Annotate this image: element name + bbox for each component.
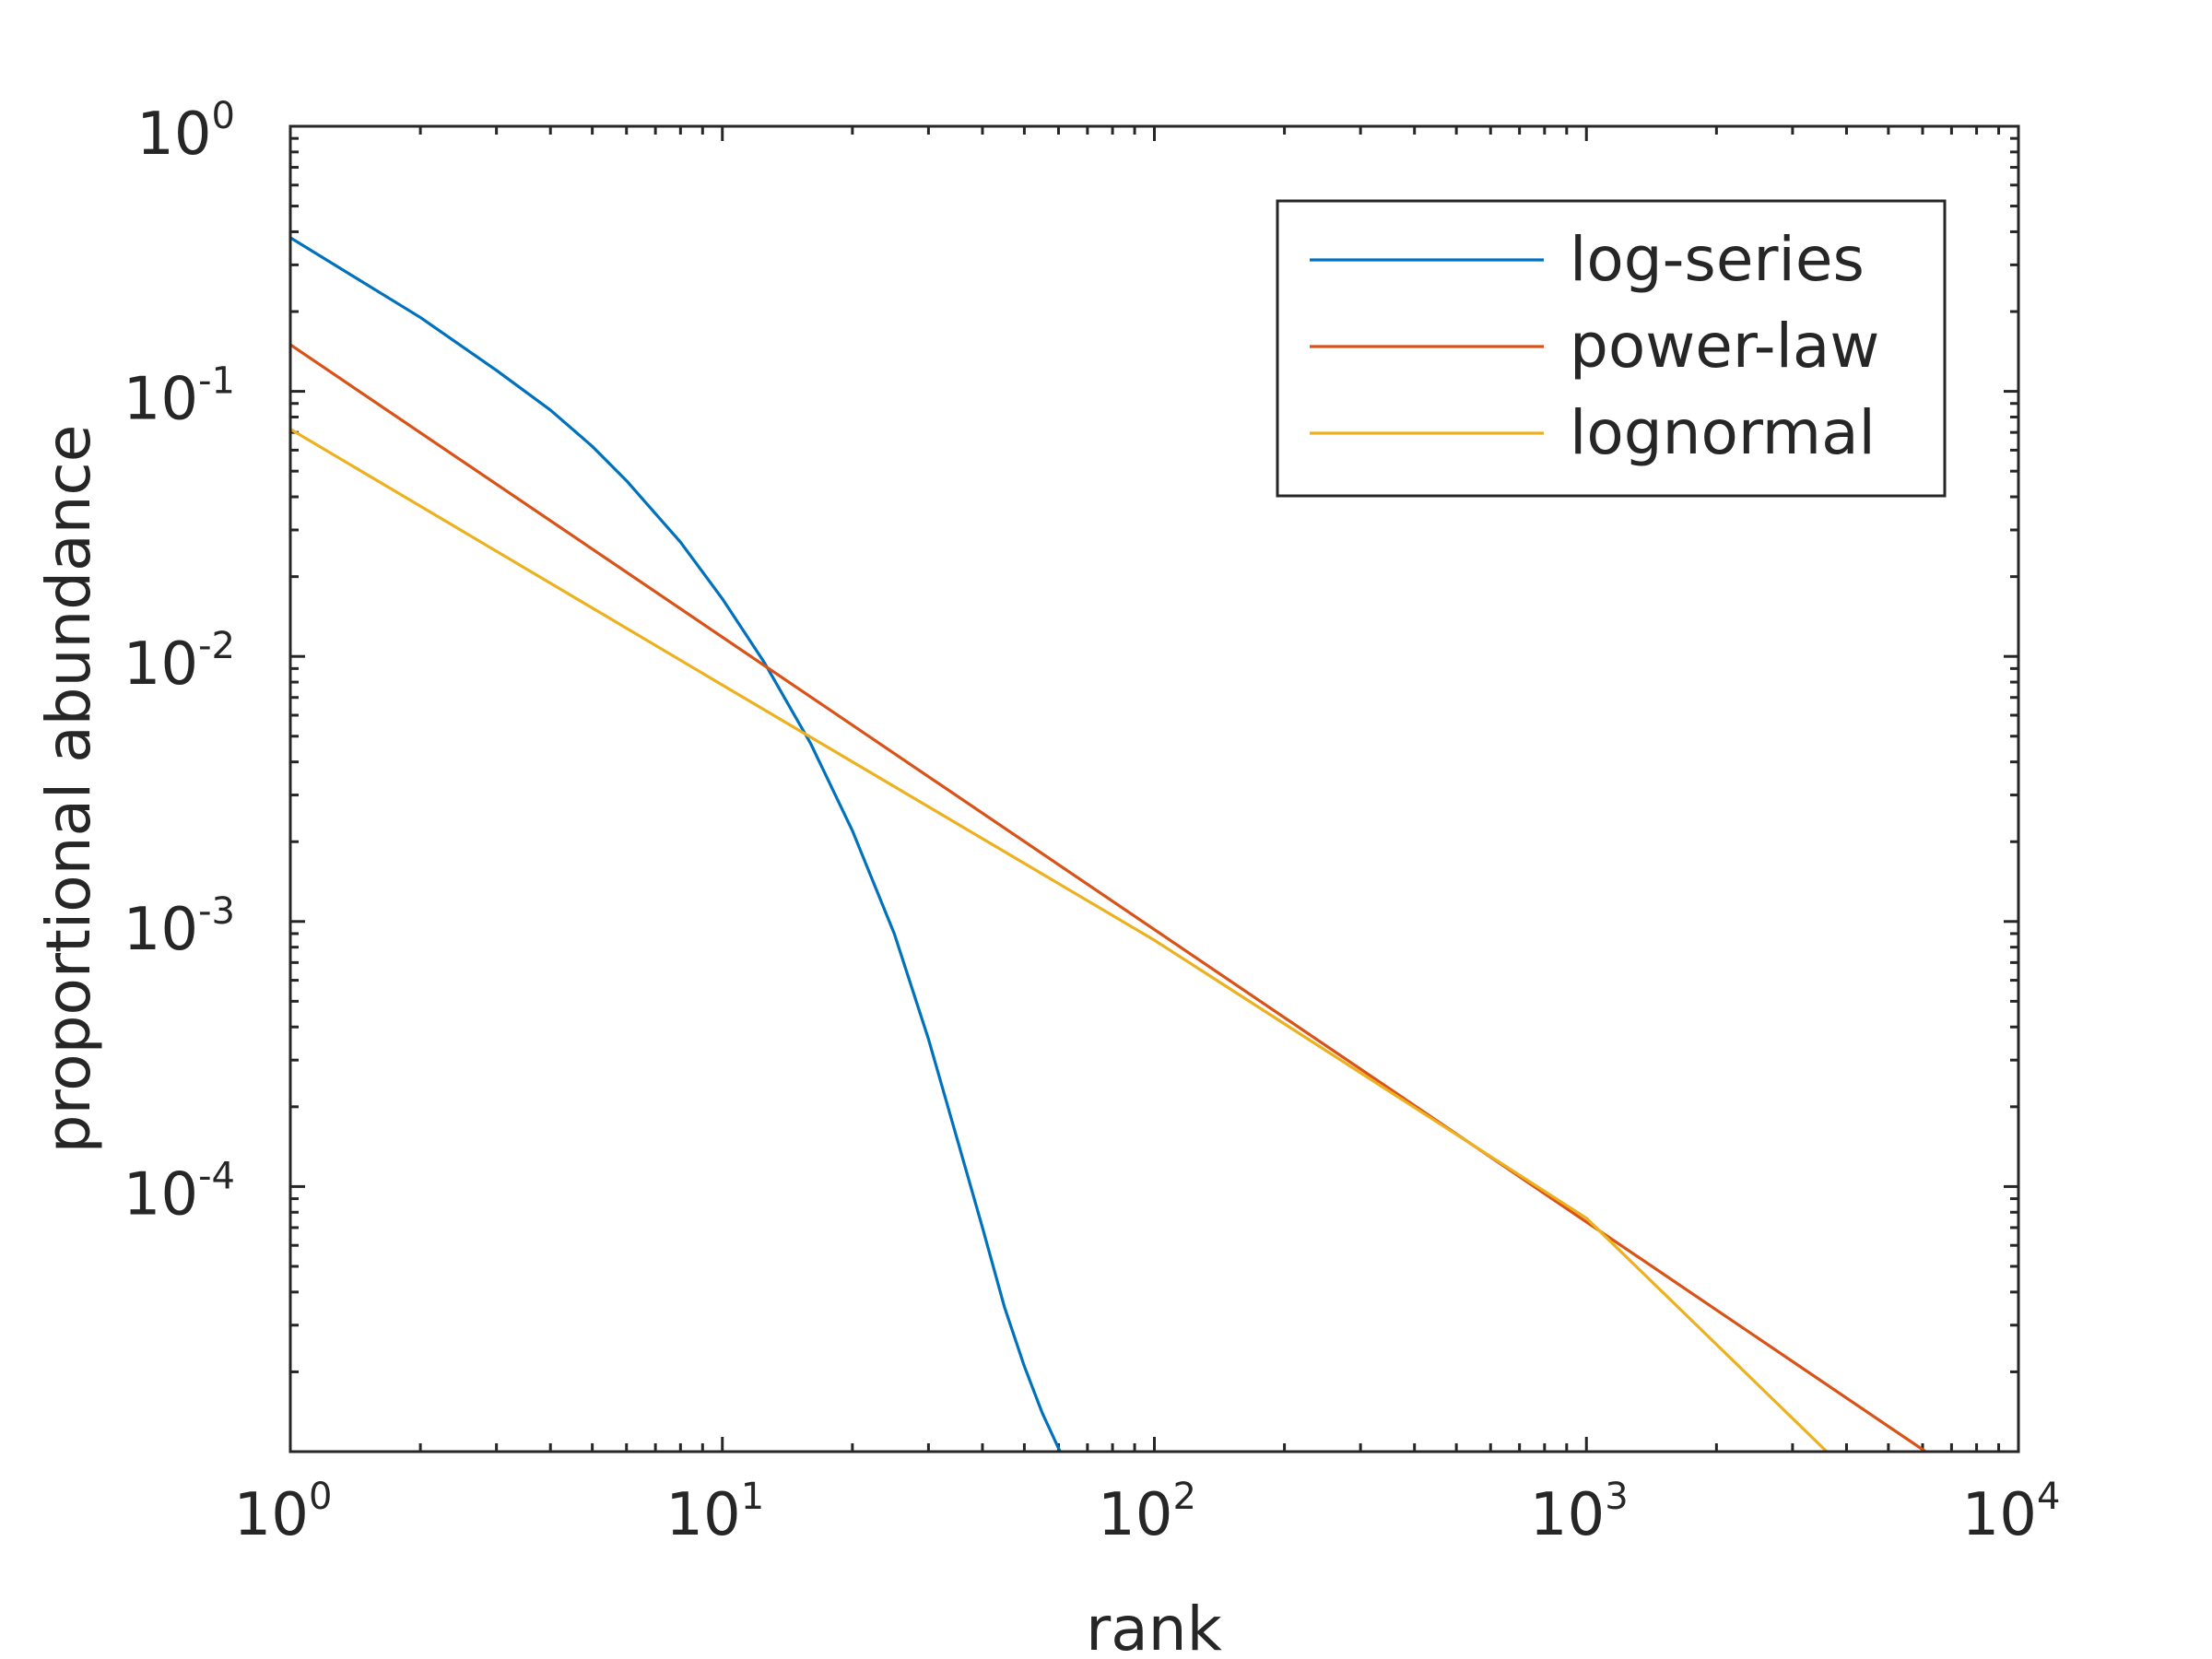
legend-items: log-series power-law lognormal (1310, 224, 1879, 468)
series-line-power-law (290, 343, 1927, 1452)
x-tick-label: 101 (665, 1476, 764, 1549)
series-line-lognormal (290, 428, 1829, 1452)
y-tick-label: 10-4 (124, 1155, 235, 1229)
legend-label-log-series: log-series (1570, 224, 1865, 295)
x-tick-label: 100 (234, 1476, 333, 1549)
x-tick-label: 102 (1098, 1476, 1196, 1549)
legend: log-series power-law lognormal (1276, 199, 1947, 498)
legend-box (1276, 199, 1947, 498)
legend-label-lognormal: lognormal (1570, 397, 1876, 468)
x-tick-label: 103 (1530, 1476, 1629, 1549)
y-tick-label: 10-3 (124, 890, 235, 964)
series-line-log-series (290, 236, 1062, 1452)
y-tick-label: 100 (136, 95, 235, 169)
x-axis-title: rank (1086, 1594, 1222, 1659)
series-layer (290, 236, 1927, 1452)
y-tick-label: 10-1 (124, 360, 235, 434)
y-tick-label: 10-2 (124, 625, 235, 699)
legend-label-power-law: power-law (1570, 311, 1879, 382)
y-axis-title: proportional abundance (33, 425, 104, 1154)
x-tick-labels: 100 101 102 103 104 (234, 1476, 2061, 1549)
x-tick-label: 104 (1962, 1476, 2061, 1549)
y-tick-labels: 100 10-1 10-2 10-3 10-4 (124, 95, 235, 1229)
axes-box (288, 124, 2020, 1453)
